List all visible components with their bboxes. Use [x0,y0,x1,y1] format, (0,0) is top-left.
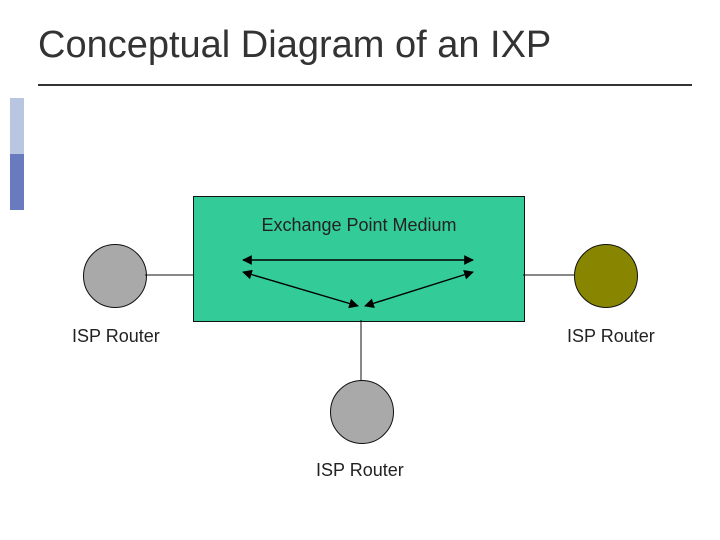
router-circle-bottom [330,380,394,444]
router-label-right: ISP Router [567,326,655,347]
exchange-box: Exchange Point Medium [193,196,525,322]
page-title: Conceptual Diagram of an IXP [38,24,551,67]
router-label-bottom: ISP Router [316,460,404,481]
router-label-left: ISP Router [72,326,160,347]
router-circle-right [574,244,638,308]
title-divider [38,84,692,86]
slide: { "slide": { "title": { "text": "Concept… [0,0,720,540]
router-circle-left [83,244,147,308]
sidebar-accent-dark [10,154,24,210]
exchange-label: Exchange Point Medium [194,215,524,236]
sidebar-accent-light [10,98,24,154]
